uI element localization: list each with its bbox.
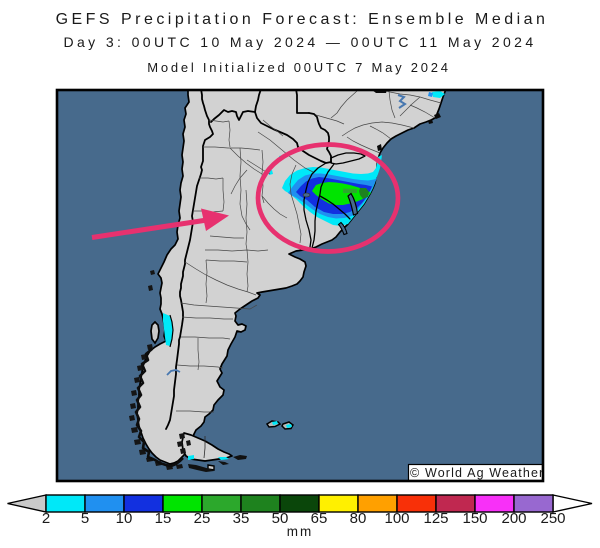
svg-text:80: 80: [350, 510, 367, 527]
svg-text:35: 35: [233, 510, 250, 527]
svg-text:10: 10: [116, 510, 133, 527]
svg-text:GEFS Precipitation Forecast: E: GEFS Precipitation Forecast: Ensemble Me…: [56, 11, 549, 28]
svg-text:65: 65: [311, 510, 328, 527]
svg-text:100: 100: [384, 510, 409, 527]
svg-text:200: 200: [501, 510, 526, 527]
svg-text:mm: mm: [287, 524, 314, 539]
svg-text:250: 250: [540, 510, 565, 527]
svg-text:© World Ag Weather: © World Ag Weather: [410, 466, 544, 480]
svg-text:50: 50: [272, 510, 289, 527]
svg-text:125: 125: [423, 510, 448, 527]
svg-text:25: 25: [194, 510, 211, 527]
svg-text:150: 150: [462, 510, 487, 527]
svg-text:5: 5: [81, 510, 89, 527]
svg-text:15: 15: [155, 510, 172, 527]
svg-text:Day 3: 00UTC 10 May 2024 — 00U: Day 3: 00UTC 10 May 2024 — 00UTC 11 May …: [63, 34, 536, 50]
svg-text:Model Initialized 00UTC 7 May: Model Initialized 00UTC 7 May 2024: [147, 60, 450, 75]
svg-text:2: 2: [42, 510, 50, 527]
